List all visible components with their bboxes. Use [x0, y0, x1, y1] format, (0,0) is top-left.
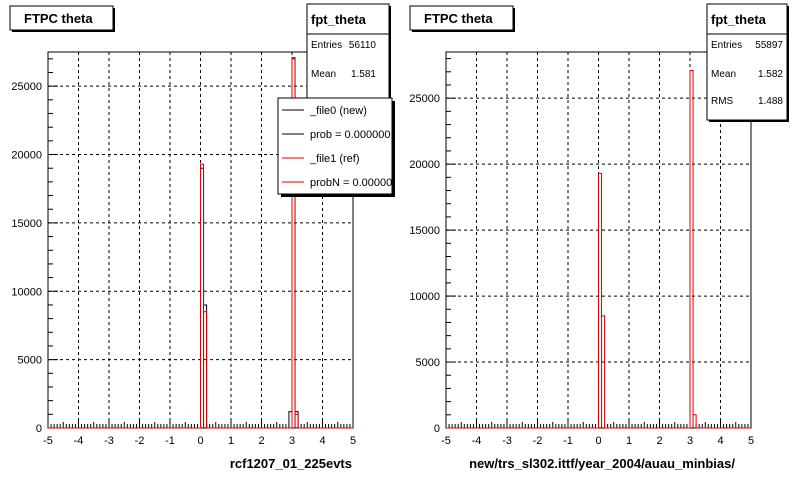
legend-label: _file0 (new): [309, 105, 367, 117]
y-tick-label: 10000: [409, 291, 440, 303]
stats-label: Mean: [711, 69, 736, 80]
chart-title: FTPC theta: [424, 11, 493, 26]
x-tick-label: -1: [563, 435, 573, 447]
x-tick-label: 3: [289, 435, 295, 447]
x-axis-label: new/trs_sl302.ittf/year_2004/auau_minbia…: [469, 456, 735, 471]
x-tick-label: -4: [472, 435, 482, 447]
x-tick-label: 2: [258, 435, 264, 447]
x-tick-label: -2: [533, 435, 543, 447]
legend-box: [277, 97, 393, 195]
title-box: [409, 5, 514, 31]
stats-box: [706, 3, 788, 121]
x-tick-label: 3: [687, 435, 693, 447]
x-tick-label: 5: [350, 435, 356, 447]
stats-value: 1.488: [758, 96, 783, 107]
x-tick-label: -5: [441, 435, 451, 447]
legend-label: _file1 (ref): [309, 153, 360, 165]
legend-label: prob = 0.000000: [310, 129, 390, 141]
chart-panel-1: -5 -4 -3 -2 -1 0 1 2 3 4 5 0 5000 10000 15000 20000 2500…: [9, 3, 398, 471]
y-tick-label: 0: [434, 423, 440, 435]
stats-value: 55897: [755, 40, 783, 51]
x-tick-label: 2: [656, 435, 662, 447]
y-tick-label: 10000: [11, 286, 42, 298]
stats-label: Entries: [311, 40, 342, 51]
y-tick-label: 5000: [18, 355, 42, 367]
stats-value: 1.582: [758, 69, 783, 80]
legend-entries: _file0 (new) prob = 0.000000 _file1 (ref) p…: [282, 105, 398, 189]
stats-value: 56110: [349, 40, 377, 51]
stats-label: Entries: [711, 40, 742, 51]
y-tick-label: 20000: [11, 150, 42, 162]
x-tick-label: 4: [717, 435, 723, 447]
stats-value: 1.581: [351, 69, 376, 80]
x-tick-label: 4: [319, 435, 325, 447]
x-tick-label: 1: [626, 435, 632, 447]
chart-panel-2: -5 -4 -3 -2 -1 0 1 2 3 4 5 0 5000 10000 15000 20000 2500…: [409, 3, 789, 471]
y-tick-label: 25000: [409, 93, 440, 105]
x-tick-label: -2: [135, 435, 145, 447]
x-tick-label: -5: [43, 435, 53, 447]
y-tick-label: 15000: [409, 225, 440, 237]
stats-name: fpt_theta: [711, 12, 767, 27]
stats-label: Mean: [311, 69, 336, 80]
y-tick-label: 5000: [416, 357, 440, 369]
chart-title: FTPC theta: [24, 11, 93, 26]
x-tick-label: 0: [197, 435, 203, 447]
legend-label: probN = 0.000000: [310, 177, 398, 189]
y-tick-label: 20000: [409, 159, 440, 171]
y-tick-label: 15000: [11, 218, 42, 230]
stats-label: RMS: [711, 96, 734, 107]
title-box: [9, 5, 114, 31]
x-tick-label: 1: [228, 435, 234, 447]
stats-name: fpt_theta: [311, 12, 367, 27]
x-tick-label: -3: [502, 435, 512, 447]
x-tick-label: 0: [595, 435, 601, 447]
x-tick-label: -4: [74, 435, 84, 447]
x-tick-label: -3: [104, 435, 114, 447]
x-tick-label: -1: [165, 435, 175, 447]
x-axis-label: rcf1207_01_225evts: [230, 456, 352, 471]
y-tick-label: 0: [36, 423, 42, 435]
histogram-series-ref: [48, 56, 353, 429]
histogram-series-ref: [446, 69, 751, 429]
x-tick-label: 5: [748, 435, 754, 447]
y-tick-label: 25000: [11, 81, 42, 93]
